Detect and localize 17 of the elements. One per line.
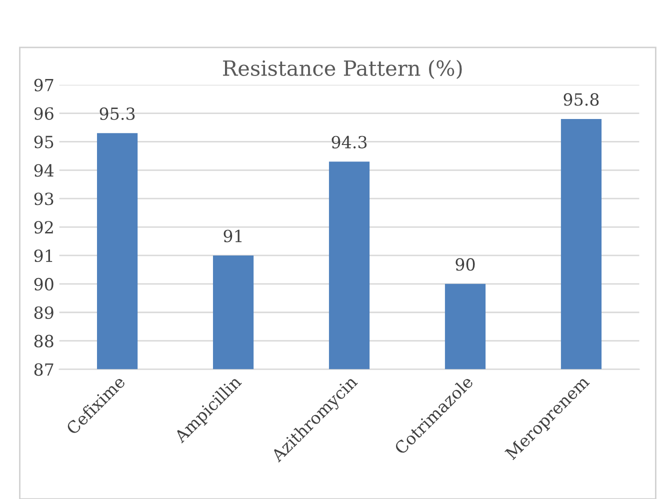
data-label: 94.3 (332, 136, 367, 148)
y-tick-label: 93 (34, 192, 54, 206)
data-label: 91 (224, 230, 242, 242)
y-tick-label: 87 (34, 363, 54, 376)
y-tick-label: 89 (34, 306, 54, 319)
y-tick-label: 88 (34, 334, 54, 348)
chart-title: Resistance Pattern (%) (223, 60, 462, 79)
data-label: 95.8 (564, 93, 599, 106)
y-tick-label: 90 (34, 278, 54, 290)
y-tick-label: 94 (34, 164, 54, 177)
y-tick-label: 92 (34, 221, 53, 234)
y-tick-label: 96 (34, 107, 54, 120)
y-tick-label: 97 (34, 78, 54, 92)
data-label: 95.3 (100, 107, 135, 120)
data-label: 90 (456, 258, 475, 271)
y-tick-label: 95 (34, 136, 54, 148)
y-tick-label: 91 (34, 249, 52, 262)
